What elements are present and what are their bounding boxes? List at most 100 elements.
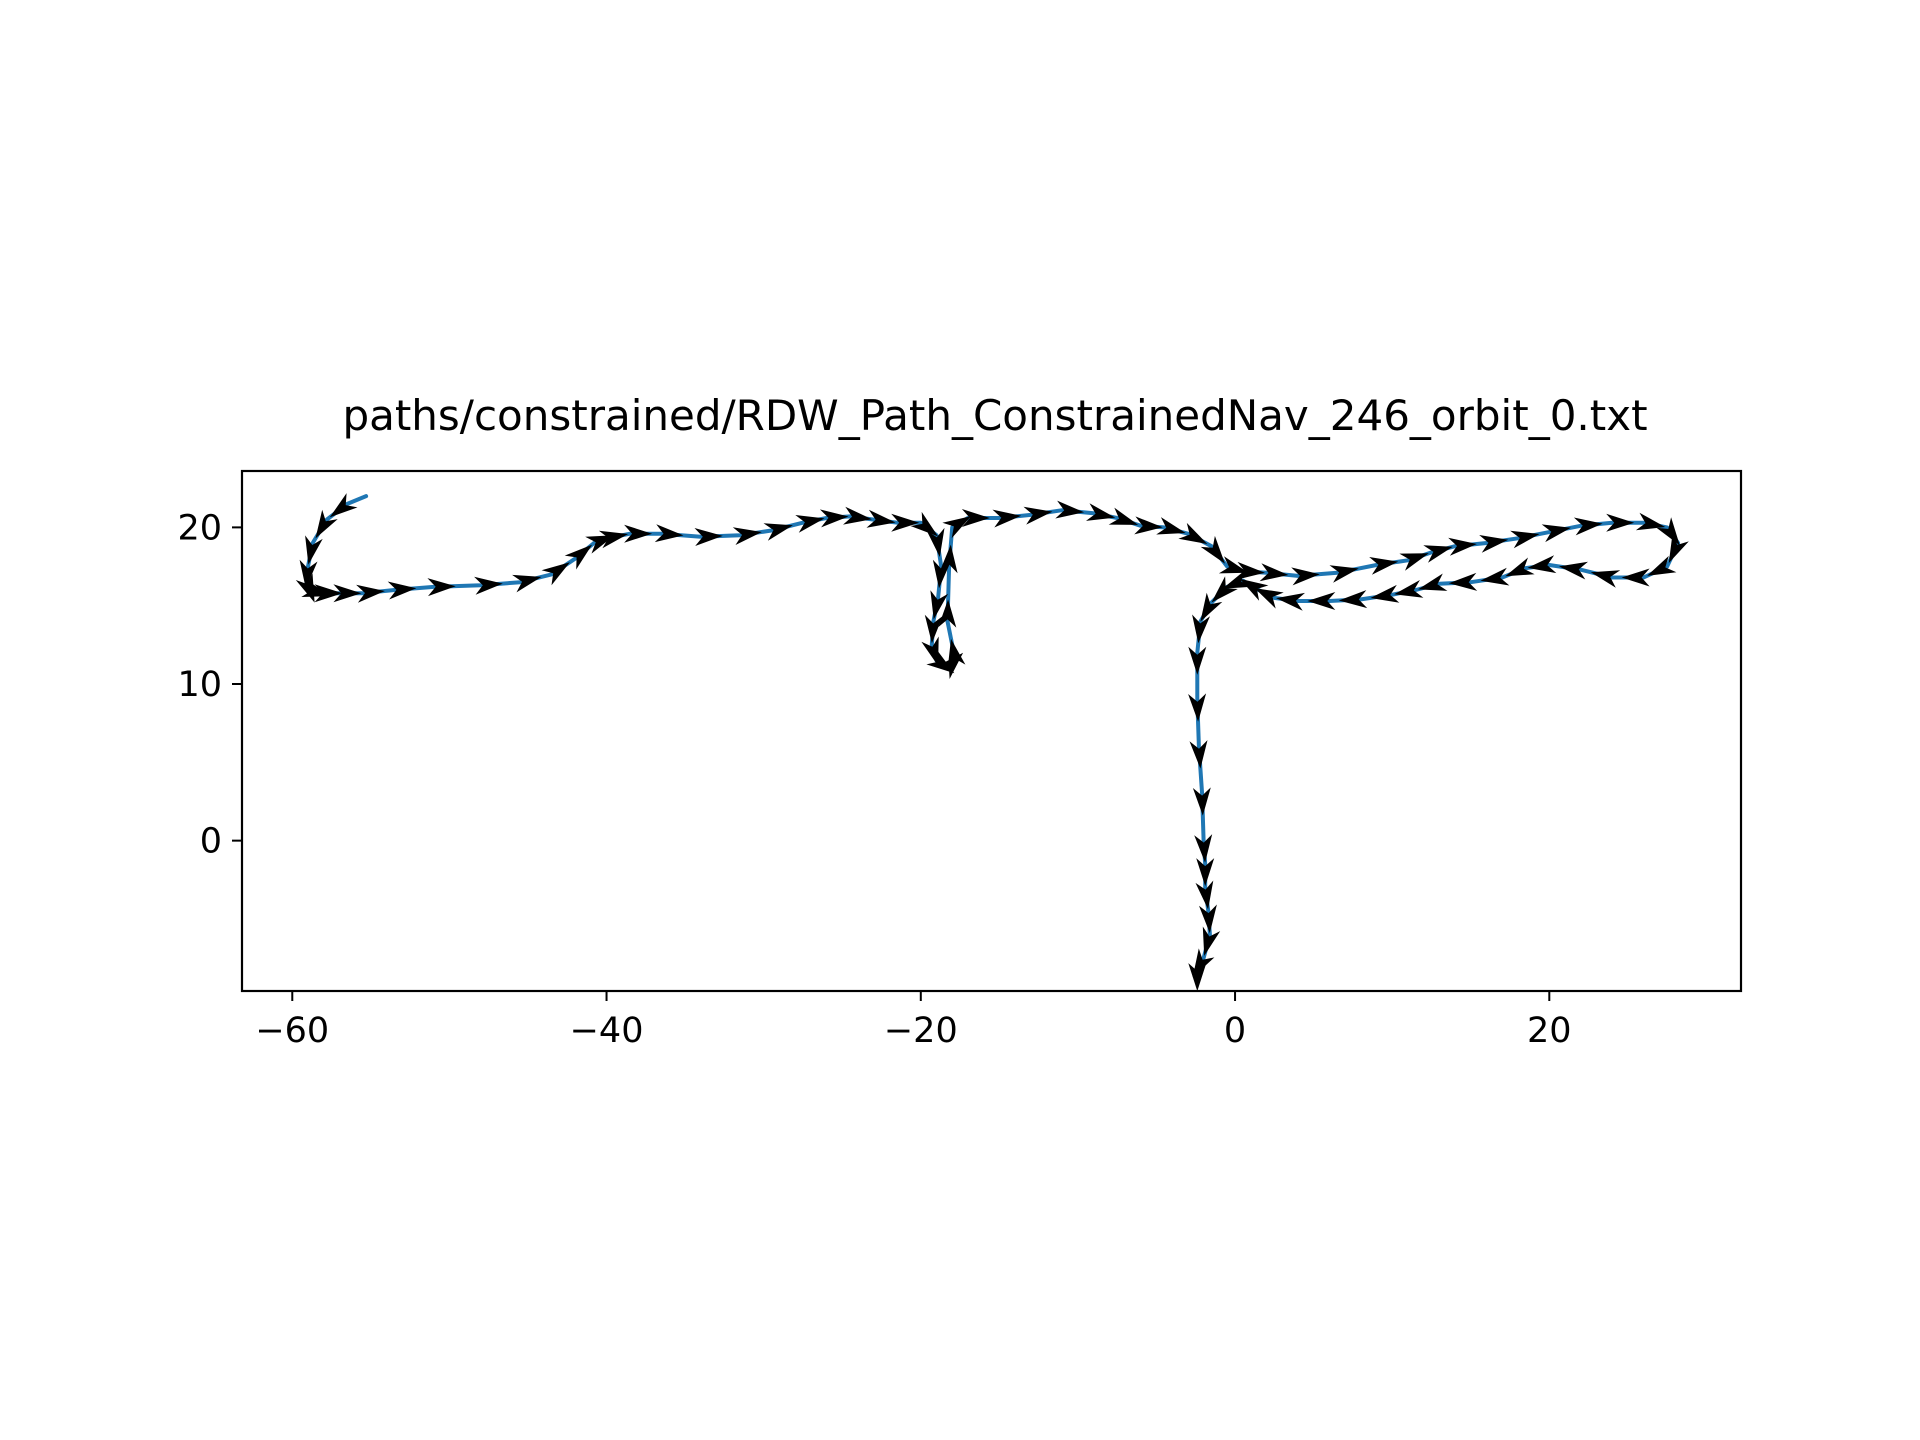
heading-arrow	[333, 584, 362, 603]
heading-arrow	[1448, 537, 1477, 556]
arrow-layer	[295, 493, 1689, 992]
plot-area	[304, 494, 1681, 973]
heading-arrow	[624, 524, 653, 543]
heading-arrow	[1668, 533, 1689, 563]
x-tick-label: 20	[1527, 1011, 1572, 1051]
chart-title: paths/constrained/RDW_Path_ConstrainedNa…	[342, 391, 1647, 440]
heading-arrow	[329, 493, 358, 518]
heading-arrow	[932, 559, 951, 589]
heading-arrow	[938, 599, 957, 628]
heading-arrow	[314, 584, 343, 603]
y-tick-label: 0	[200, 822, 222, 862]
heading-arrow	[926, 649, 955, 674]
heading-arrow	[1218, 556, 1249, 574]
heading-arrow	[732, 527, 762, 545]
heading-arrow	[1329, 565, 1359, 583]
heading-arrow	[299, 559, 318, 589]
heading-arrow	[1188, 646, 1207, 675]
x-tick-label: −40	[570, 1011, 644, 1051]
x-tick-label: −60	[255, 1011, 329, 1051]
heading-arrow	[1573, 517, 1603, 536]
heading-arrow	[427, 578, 456, 597]
heading-arrow	[1055, 500, 1085, 519]
heading-arrow	[1423, 545, 1453, 563]
heading-arrow	[1448, 572, 1478, 591]
heading-arrow	[1199, 904, 1217, 934]
heading-arrow	[387, 581, 417, 600]
heading-arrow	[1178, 522, 1208, 544]
heading-arrow	[819, 509, 849, 528]
heading-arrow	[1188, 693, 1207, 722]
heading-arrow	[1192, 948, 1215, 978]
heading-arrow	[924, 614, 943, 644]
heading-arrow	[1370, 584, 1400, 603]
heading-arrow	[1211, 576, 1238, 603]
heading-arrow	[1222, 570, 1252, 589]
heading-arrow	[1418, 573, 1448, 591]
axes-frame	[240, 469, 1743, 993]
heading-arrow	[1086, 503, 1116, 521]
y-tick-label: 10	[177, 665, 222, 705]
heading-arrow	[1192, 614, 1210, 644]
heading-arrow	[315, 509, 338, 539]
heading-arrow	[1194, 834, 1213, 863]
heading-arrow	[1369, 557, 1399, 575]
heading-arrow	[961, 509, 990, 527]
heading-arrow	[356, 584, 385, 603]
heading-arrow	[1189, 740, 1208, 769]
heading-arrow	[512, 574, 542, 593]
heading-arrow	[1192, 787, 1211, 816]
heading-arrow	[1480, 567, 1510, 586]
heading-arrow	[910, 511, 938, 537]
heading-arrow	[1479, 535, 1509, 553]
heading-arrow	[891, 513, 920, 532]
heading-arrow	[1505, 557, 1535, 577]
heading-arrow	[942, 516, 972, 539]
heading-arrow	[694, 528, 723, 546]
heading-arrow	[1196, 858, 1215, 887]
heading-arrow	[921, 636, 939, 666]
heading-arrow	[1108, 507, 1139, 525]
heading-arrow	[541, 562, 570, 586]
heading-arrow	[1195, 880, 1214, 910]
heading-arrow	[474, 576, 503, 595]
heading-arrow	[585, 535, 615, 554]
x-tick-label: −20	[884, 1011, 958, 1051]
heading-arrow	[1188, 963, 1207, 992]
heading-arrow	[1200, 592, 1223, 622]
heading-arrow	[939, 544, 958, 574]
heading-arrow	[1394, 580, 1424, 598]
heading-arrow	[1338, 590, 1368, 609]
heading-arrow	[564, 544, 592, 570]
heading-arrow	[763, 523, 793, 541]
heading-arrow	[1510, 530, 1540, 549]
x-axis: −60 −40 −20 0 20	[255, 991, 1572, 1051]
heading-arrow	[1559, 561, 1588, 580]
heading-arrow	[926, 527, 945, 557]
heading-arrow	[795, 515, 825, 533]
heading-arrow	[1236, 561, 1265, 580]
heading-arrow	[1254, 588, 1284, 609]
heading-arrow	[1023, 506, 1053, 525]
heading-arrow	[1202, 926, 1221, 956]
path-line	[304, 494, 1681, 973]
heading-arrow	[1656, 517, 1680, 546]
heading-arrow	[1200, 535, 1225, 564]
x-tick-label: 0	[1224, 1011, 1246, 1051]
heading-arrow	[1541, 524, 1571, 543]
heading-arrow	[843, 506, 872, 525]
heading-arrow	[1635, 512, 1666, 531]
heading-arrow	[1134, 516, 1163, 535]
heading-arrow	[1291, 567, 1320, 586]
heading-arrow	[947, 638, 966, 669]
y-axis: 0 10 20	[177, 508, 242, 862]
heading-arrow	[866, 509, 896, 528]
heading-arrow	[598, 530, 629, 549]
heading-arrow	[992, 509, 1022, 528]
heading-arrow	[930, 590, 949, 620]
heading-arrow	[1590, 570, 1621, 588]
heading-arrow	[1156, 517, 1186, 535]
heading-arrow	[305, 535, 323, 565]
heading-arrow	[1527, 555, 1557, 574]
